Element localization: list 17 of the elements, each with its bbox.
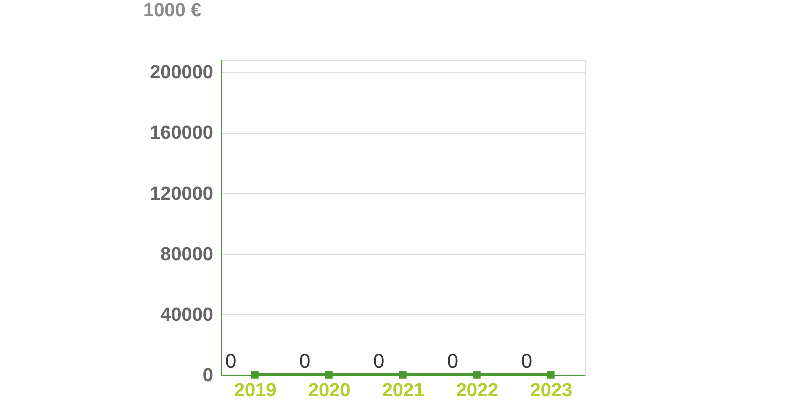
data-label: 0 — [447, 351, 459, 373]
data-label: 0 — [373, 351, 385, 373]
data-label: 0 — [521, 351, 533, 373]
x-tick-label: 2020 — [308, 380, 351, 402]
y-tick-label: 120000 — [150, 184, 214, 205]
y-tick-label: 40000 — [160, 304, 214, 326]
y-tick-label: 200000 — [150, 62, 214, 84]
x-tick-label: 2019 — [234, 380, 277, 402]
data-label: 0 — [225, 351, 237, 373]
y-tick-label: 160000 — [150, 123, 214, 144]
y-axis-title: 1000 € — [144, 0, 202, 22]
y-tick-label: 80000 — [160, 244, 214, 266]
x-tick-label: 2023 — [530, 380, 573, 402]
x-tick-label: 2021 — [382, 380, 426, 402]
x-tick-label: 2022 — [456, 380, 499, 402]
y-tick-label: 0 — [202, 366, 214, 386]
data-label: 0 — [299, 351, 311, 373]
